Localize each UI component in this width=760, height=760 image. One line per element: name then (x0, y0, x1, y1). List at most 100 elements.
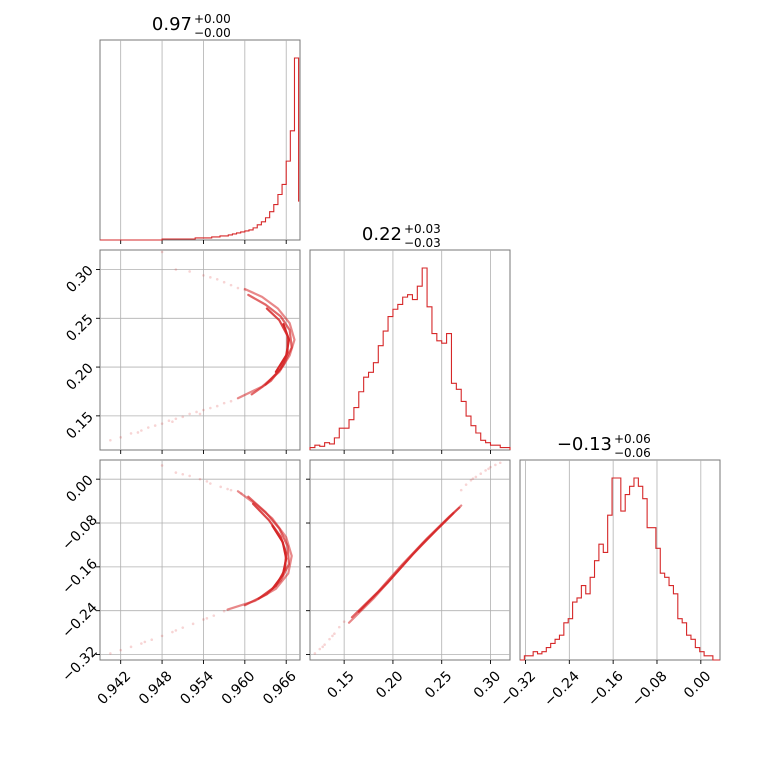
panel-p0-p2-point-5 (160, 634, 164, 638)
panel-p1-p2-point-11 (479, 472, 483, 475)
panel-p0-p1-point-14 (215, 404, 219, 408)
panel-p0-p2-point-6 (171, 630, 174, 634)
axis-y-p1-yticklabel-1: 0.20 (63, 360, 96, 393)
panel-p0-p1-point-3 (140, 429, 143, 432)
panel-p1-p2-contour-2 (357, 512, 455, 613)
panel-p1-p2-point-16 (321, 645, 324, 649)
panel-p0-p2-point-3 (140, 642, 143, 645)
panel-p0-p1-point-13 (209, 406, 212, 410)
panel-p1-p2-point-2 (323, 643, 326, 646)
panel-p1-p2-point-18 (471, 477, 475, 480)
panel-p1-p2 (306, 459, 511, 664)
hist-p1-title-plus: +0.03 (404, 222, 441, 236)
panel-p0-p1-point-16 (229, 399, 233, 403)
panel-p1-p2-marks (313, 461, 502, 655)
axis-x-p0-xticklabel-4: 0.966 (260, 668, 300, 708)
panel-p0-p1-contour-3 (274, 323, 291, 374)
panel-p0-p1-point-10 (188, 412, 191, 416)
axis-y-p2-yticklabel-1: −0.24 (59, 600, 101, 642)
axis-x-p2-xticklabel-1: −0.24 (541, 668, 583, 710)
panel-p0-p2-point-16 (209, 482, 212, 485)
panel-p0-p1-point-20 (202, 274, 205, 277)
panel-p0-p2-point-22 (226, 487, 229, 491)
panel-p1-p2-point-6 (342, 620, 346, 623)
panel-p1-p2-point-8 (464, 483, 468, 486)
hist-p0-title-plus: +0.00 (194, 12, 231, 26)
panel-p0-p2-point-7 (181, 626, 185, 629)
panel-p0-p1-point-4 (146, 426, 150, 429)
hist-p2-title: −0.13 +0.06−0.06 (557, 432, 651, 460)
hist-p2-title-minus: −0.06 (614, 446, 651, 460)
panel-p1-p2-point-12 (484, 469, 487, 472)
panel-p0-p2-point-9 (202, 618, 205, 621)
axis-x-p0-xticklabel-0: 0.942 (95, 668, 135, 708)
panel-p0-p2-marks (109, 464, 293, 655)
panel-p0-p2-frame (99, 459, 301, 661)
axis-x-p0-xticklabel-2: 0.954 (177, 668, 217, 708)
panel-p1-p2-point-14 (494, 463, 497, 467)
hist-p1-panel: 0.22 +0.03−0.03 (309, 222, 511, 454)
axis-y-p1-yticklabel-3: 0.30 (63, 263, 96, 296)
panel-p0-p1-point-2 (129, 432, 133, 435)
axis-y-p1-yticklabel-0: 0.15 (63, 409, 96, 442)
panel-p0-p2-point-12 (160, 464, 164, 467)
hist-p2-title-median: −0.13 (557, 434, 612, 455)
hist-p1-title-median: 0.22 (362, 224, 402, 245)
axis-x-p2-xticklabel-4: 0.00 (681, 668, 714, 701)
panel-p0-p1-point-5 (153, 424, 157, 427)
axis-x-p0-xticklabel-3: 0.960 (219, 668, 259, 708)
hist-p2-frame (519, 459, 721, 661)
hist-p1-title: 0.22 +0.03−0.03 (362, 222, 441, 250)
hist-p0-title-minus: −0.00 (194, 26, 231, 40)
panel-p0-p1-point-18 (174, 268, 178, 271)
panel-p0-p2-point-14 (188, 474, 191, 478)
panel-p0-p1 (96, 249, 301, 454)
panel-p0-p2-point-24 (174, 629, 178, 632)
hist-p1-steps (309, 267, 511, 450)
axis-x-p1-xticklabel-0: 0.15 (324, 668, 357, 701)
axis-x-p2-xticklabel-3: −0.08 (629, 668, 671, 710)
panel-p1-p2-point-0 (313, 652, 317, 655)
panel-p0-p1-point-8 (174, 417, 178, 421)
axis-y-p1-yticklabel-2: 0.25 (63, 312, 96, 345)
panel-p1-p2-point-7 (459, 488, 463, 492)
panel-p0-p1-point-15 (222, 401, 226, 405)
hist-p0-panel: 0.97 +0.00−0.00 (99, 12, 301, 244)
axis-y-p2-yticklabel-4: 0.00 (63, 472, 96, 505)
panel-p0-p2-point-20 (181, 472, 185, 476)
axis-x-p0-xticklabel-1: 0.948 (136, 668, 176, 708)
panel-p0-p2-point-17 (219, 485, 222, 489)
panel-p1-p2-point-13 (489, 465, 492, 469)
panel-p0-p2-point-0 (109, 652, 112, 655)
panel-p0-p1-point-24 (229, 283, 233, 287)
panel-p1-p2-point-3 (328, 637, 331, 641)
panel-p0-p2-contour-3 (271, 524, 288, 590)
panel-p0-p1-point-22 (215, 277, 219, 281)
axis-y-p2-yticklabel-3: −0.08 (59, 512, 101, 554)
panel-p0-p2-point-1 (119, 648, 122, 652)
panel-p0-p2-point-23 (143, 640, 147, 644)
panel-p0-p1-point-11 (195, 410, 198, 414)
panel-p1-p2-point-1 (318, 647, 322, 651)
panel-p0-p1-point-21 (209, 276, 212, 279)
panel-p1-p2-point-15 (498, 461, 502, 465)
panel-p0-p2-point-2 (129, 645, 133, 649)
hist-p0-title: 0.97 +0.00−0.00 (152, 12, 231, 40)
hist-p2-title-plus: +0.06 (614, 432, 651, 446)
panel-p0-p1-point-7 (167, 419, 171, 423)
panel-p0-p2-point-4 (150, 638, 154, 642)
panel-p0-p1-frame (99, 249, 301, 451)
hist-p0-title-median: 0.97 (152, 14, 192, 35)
axis-x-p2-xticklabel-2: −0.16 (585, 668, 627, 710)
panel-p0-p2-point-21 (205, 480, 209, 483)
panel-p1-p2-point-9 (469, 478, 473, 482)
panel-p0-p2-point-13 (174, 471, 178, 474)
panel-p1-p2-point-5 (337, 625, 341, 629)
panel-p1-p2-point-10 (474, 475, 478, 479)
panel-p1-p2-point-19 (487, 467, 490, 471)
axis-y-p2-yticklabel-0: −0.32 (59, 644, 101, 686)
panel-p0-p1-point-28 (171, 420, 174, 424)
panel-p0-p2 (96, 459, 301, 664)
panel-p0-p1-point-29 (198, 412, 202, 416)
